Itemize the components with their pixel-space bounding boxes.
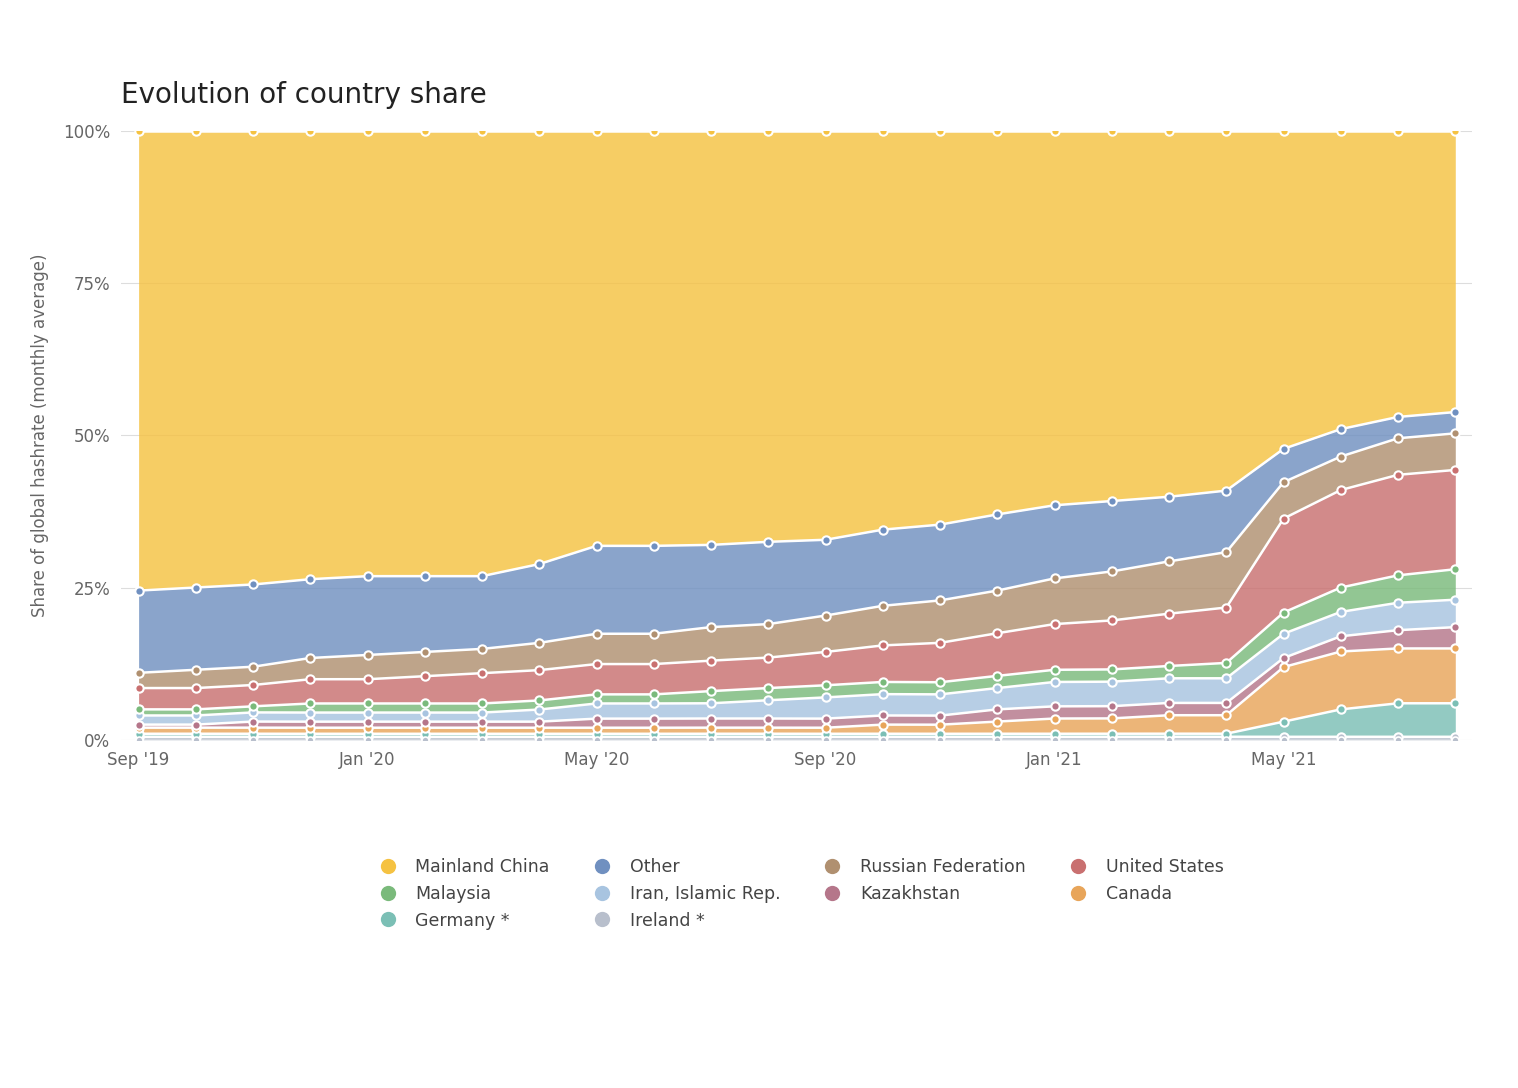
Legend: Mainland China, Malaysia, Germany *, Other, Iran, Islamic Rep., Ireland *, Russi: Mainland China, Malaysia, Germany *, Oth… bbox=[370, 858, 1224, 929]
Y-axis label: Share of global hashrate (monthly average): Share of global hashrate (monthly averag… bbox=[32, 254, 49, 617]
Text: Evolution of country share: Evolution of country share bbox=[121, 81, 487, 109]
